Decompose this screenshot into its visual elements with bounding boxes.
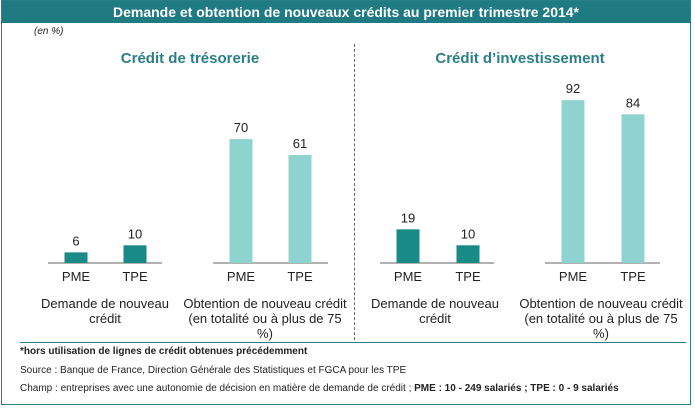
tick-label-pme: PME <box>227 269 256 284</box>
panel-title-investissement: Crédit d’investissement <box>435 50 605 67</box>
chart-title: Demande et obtention de nouveaux crédits… <box>2 1 690 23</box>
data-label: 19 <box>401 210 415 225</box>
unit-note: (en %) <box>34 26 64 37</box>
data-label: 70 <box>234 120 248 135</box>
data-label: 6 <box>72 233 79 248</box>
data-label: 61 <box>293 136 307 151</box>
tick-label-pme: PME <box>62 269 91 284</box>
group-label-demande-investissement: Demande de nouveau crédit <box>371 296 499 326</box>
tick-label-tpe: TPE <box>455 269 481 284</box>
panel-title-tresorerie: Crédit de trésorerie <box>120 50 260 67</box>
data-label: 10 <box>461 226 475 241</box>
tick-label-tpe: TPE <box>122 269 148 284</box>
tick-label-tpe: TPE <box>287 269 313 284</box>
footnote-champ-bold: PME : 10 - 249 salariés ; TPE : 0 - 9 sa… <box>414 383 619 394</box>
data-label: 84 <box>626 95 640 110</box>
bar-chart: 6 PME 10 TPE 70 PME 61 TPE 19 PME 10 TPE 92 PME 84 TPE <box>48 81 660 284</box>
tick-label-pme: PME <box>394 269 423 284</box>
data-label: 10 <box>128 226 142 241</box>
tick-label-pme: PME <box>559 269 588 284</box>
bar-tpe <box>621 114 645 263</box>
bar-pme <box>561 100 585 263</box>
footnote-champ: Champ : entreprises avec une autonomie d… <box>20 383 619 394</box>
bar-tpe <box>456 245 480 263</box>
footnote-note: *hors utilisation de lignes de crédit ob… <box>20 346 308 357</box>
footnote-rule <box>20 342 686 343</box>
group-label-obtention-tresorerie: Obtention de nouveau crédit (en totalité… <box>183 296 347 341</box>
data-label: 92 <box>566 81 580 96</box>
bar-pme <box>64 252 88 263</box>
group-label-obtention-investissement: Obtention de nouveau crédit (en totalité… <box>519 296 683 341</box>
panel-divider <box>354 44 355 340</box>
tick-label-tpe: TPE <box>620 269 646 284</box>
bar-pme <box>229 139 253 263</box>
footnote-champ-prefix: Champ : entreprises avec une autonomie d… <box>20 383 415 394</box>
group-label-demande-tresorerie: Demande de nouveau crédit <box>41 296 169 326</box>
footnote-source: Source : Banque de France, Direction Gén… <box>20 365 407 376</box>
bar-tpe <box>288 155 312 263</box>
bar-pme <box>396 229 420 263</box>
bar-tpe <box>123 245 147 263</box>
